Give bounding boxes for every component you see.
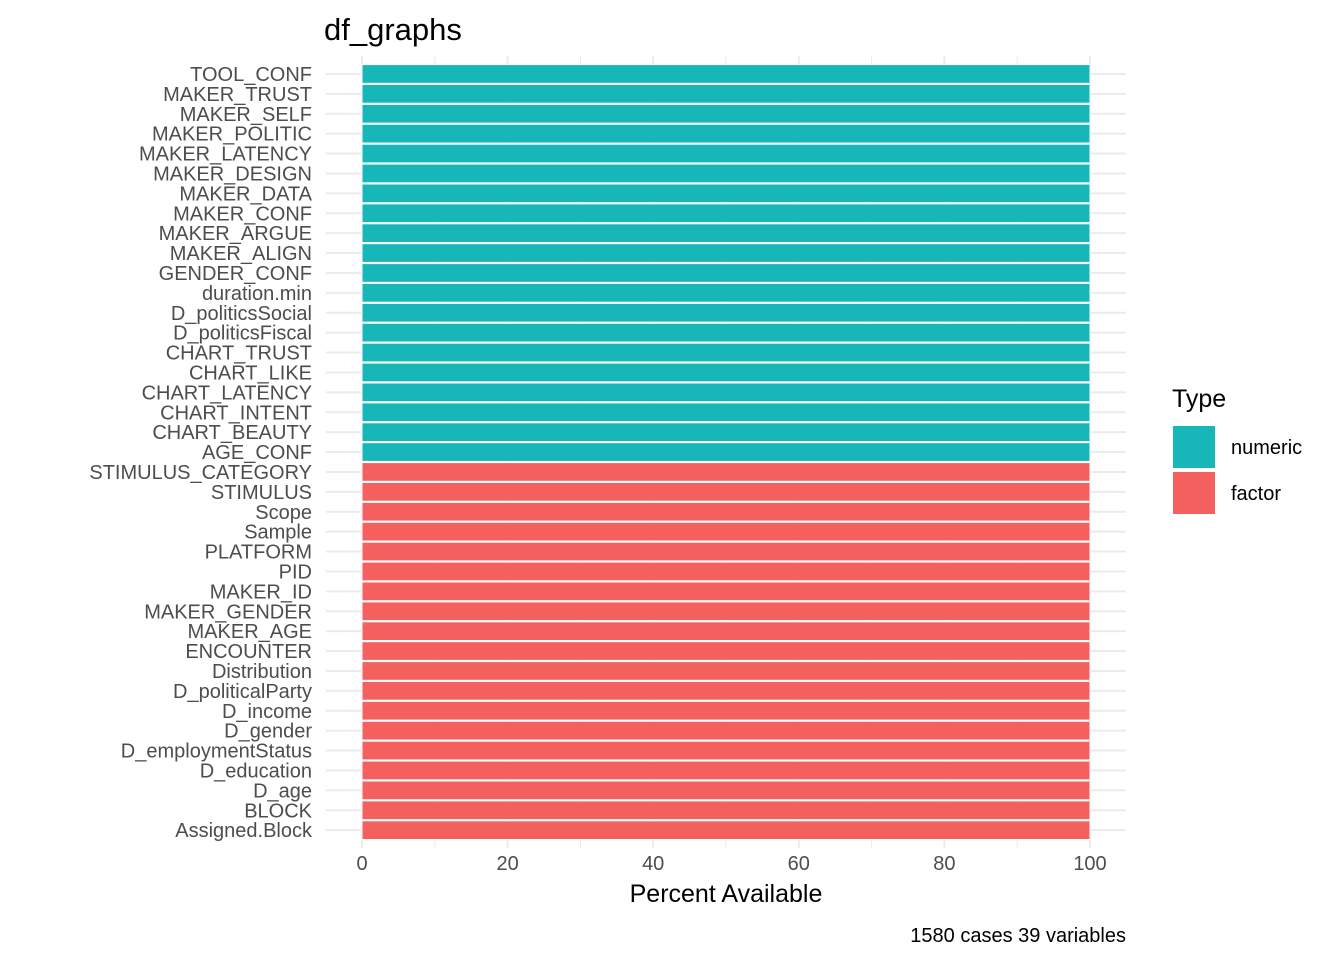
bar-PLATFORM (361, 541, 1091, 562)
bar-CHART_TRUST (361, 342, 1091, 363)
y-tick-label: Scope (255, 502, 312, 524)
y-tick-label: BLOCK (244, 800, 312, 822)
y-tick-label: D_education (200, 760, 312, 782)
bar-MAKER_CONF (361, 203, 1091, 224)
bar-D_gender (361, 720, 1091, 741)
bar-D_politicalParty (361, 681, 1091, 701)
x-tick-label: 100 (1073, 853, 1106, 875)
y-tick-label: STIMULUS_CATEGORY (89, 462, 312, 484)
y-tick-label: Distribution (212, 661, 312, 683)
bar-PID (361, 561, 1091, 582)
chart-title: df_graphs (324, 12, 462, 47)
bar-D_education (361, 760, 1091, 781)
bar-GENDER_CONF (361, 263, 1091, 283)
y-tick-label: MAKER_ARGUE (159, 223, 312, 245)
legend-title: Type (1172, 385, 1226, 413)
y-tick-label: CHART_BEAUTY (152, 422, 312, 444)
bar-MAKER_TRUST (361, 84, 1091, 104)
y-tick-label: PID (279, 561, 312, 583)
y-tick-label: CHART_INTENT (160, 402, 312, 424)
caption: 1580 cases 39 variables (910, 925, 1126, 947)
bar-BLOCK (361, 800, 1091, 821)
y-tick-label: MAKER_DATA (179, 183, 312, 205)
y-tick-label: Assigned.Block (175, 820, 313, 842)
x-tick-label: 80 (933, 853, 955, 875)
x-axis-label: Percent Available (630, 880, 823, 908)
bars (361, 64, 1091, 840)
legend-key-numeric (1173, 426, 1215, 468)
legend: Type numeric factor (1172, 385, 1302, 514)
bar-MAKER_ARGUE (361, 223, 1091, 244)
bar-CHART_LATENCY (361, 382, 1091, 403)
y-tick-label: duration.min (202, 283, 312, 305)
bar-CHART_INTENT (361, 402, 1091, 423)
y-tick-label: STIMULUS (211, 482, 312, 504)
y-tick-label: CHART_LIKE (189, 362, 312, 384)
y-tick-label: TOOL_CONF (190, 64, 312, 86)
y-tick-label: AGE_CONF (202, 442, 312, 464)
bar-MAKER_GENDER (361, 601, 1091, 622)
y-tick-label: MAKER_TRUST (163, 84, 312, 106)
x-tick-label: 0 (356, 853, 367, 875)
y-tick-label: CHART_LATENCY (142, 382, 312, 404)
bar-STIMULUS_CATEGORY (361, 462, 1091, 482)
bar-CHART_LIKE (361, 362, 1091, 383)
y-tick-label: MAKER_POLITIC (152, 124, 312, 146)
bar-AGE_CONF (361, 442, 1091, 462)
bar-CHART_BEAUTY (361, 422, 1091, 442)
bar-Assigned.Block (361, 820, 1091, 840)
y-tick-label: MAKER_GENDER (144, 601, 312, 623)
y-tick-label: MAKER_CONF (173, 203, 312, 225)
x-tick-label: 40 (642, 853, 664, 875)
bar-MAKER_ALIGN (361, 243, 1091, 263)
y-tick-label: D_age (253, 780, 312, 802)
y-tick-labels: TOOL_CONFMAKER_TRUSTMAKER_SELFMAKER_POLI… (89, 64, 313, 842)
y-tick-label: GENDER_CONF (159, 263, 312, 285)
y-tick-label: D_politicsFiscal (173, 323, 312, 345)
bar-Scope (361, 501, 1091, 522)
y-tick-label: MAKER_LATENCY (139, 144, 312, 166)
legend-key-factor (1173, 472, 1215, 514)
bar-MAKER_SELF (361, 103, 1091, 124)
y-tick-label: D_income (222, 701, 312, 723)
x-tick-labels: 0 20 40 60 80 100 (356, 853, 1106, 875)
y-tick-label: ENCOUNTER (185, 641, 312, 663)
y-tick-label: MAKER_AGE (188, 621, 312, 643)
y-tick-label: D_politicalParty (173, 681, 312, 703)
bar-STIMULUS (361, 482, 1091, 502)
bar-D_politicsSocial (361, 302, 1091, 323)
y-tick-label: D_politicsSocial (171, 303, 312, 325)
bar-MAKER_ID (361, 581, 1091, 602)
bar-ENCOUNTER (361, 641, 1091, 661)
bar-D_employmentStatus (361, 740, 1091, 761)
y-tick-label: CHART_TRUST (166, 343, 312, 365)
y-tick-label: D_employmentStatus (121, 741, 312, 763)
x-tick-label: 20 (496, 853, 518, 875)
bar-MAKER_AGE (361, 621, 1091, 641)
bar-MAKER_DATA (361, 183, 1091, 204)
y-tick-label: MAKER_ALIGN (170, 243, 312, 265)
legend-label-factor: factor (1231, 483, 1281, 505)
bar-D_age (361, 780, 1091, 801)
bar-Distribution (361, 661, 1091, 681)
bar-MAKER_LATENCY (361, 143, 1091, 164)
y-tick-label: MAKER_ID (210, 581, 312, 603)
bar-MAKER_DESIGN (361, 163, 1091, 184)
legend-label-numeric: numeric (1231, 437, 1302, 459)
y-tick-label: Sample (244, 522, 312, 544)
x-tick-label: 60 (788, 853, 810, 875)
bar-duration.min (361, 283, 1091, 303)
bar-D_income (361, 700, 1091, 721)
y-tick-label: PLATFORM (205, 542, 312, 564)
bar-MAKER_POLITIC (361, 123, 1091, 144)
y-tick-label: MAKER_DESIGN (153, 163, 312, 185)
y-tick-label: D_gender (224, 721, 312, 743)
bar-D_politicsFiscal (361, 322, 1091, 343)
bar-Sample (361, 521, 1091, 542)
bar-TOOL_CONF (361, 64, 1091, 84)
y-tick-label: MAKER_SELF (180, 104, 312, 126)
